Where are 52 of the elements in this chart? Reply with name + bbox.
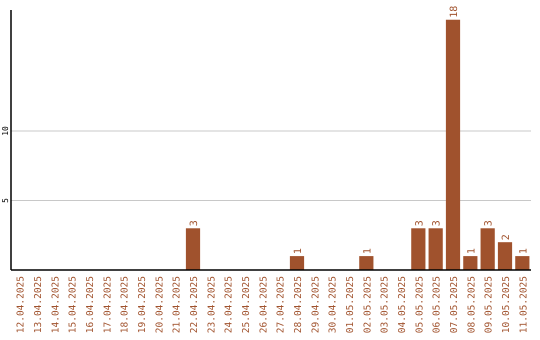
x-tick-label: 21.04.2025 [172,276,183,334]
x-tick-label: 18.04.2025 [120,276,131,334]
x-tick-label: 10.05.2025 [501,276,512,334]
x-tick-label: 02.05.2025 [362,276,374,334]
x-tick-label: 20.04.2025 [154,276,166,334]
bar [463,256,478,270]
x-tick-label: 14.04.2025 [50,276,62,334]
bar [186,228,200,270]
x-tick-label: 05.05.2025 [414,276,426,334]
data-label: 3 [414,220,426,226]
x-tick-label: 07.05.2025 [449,276,460,334]
data-label: 1 [466,248,478,254]
x-tick-label: 16.04.2025 [85,276,96,334]
data-label: 1 [518,248,530,254]
x-tick-label: 04.05.2025 [397,276,408,334]
data-label: 3 [189,220,200,226]
bar [515,256,530,270]
x-tick-label: 25.04.2025 [241,276,252,334]
x-tick-label: 23.04.2025 [206,276,218,334]
bar [428,228,443,270]
bar [411,228,426,270]
bar [480,228,495,270]
bar [498,242,512,270]
x-tick-label: 27.04.2025 [276,276,287,334]
x-tick-label: 06.05.2025 [432,276,443,334]
bar [359,256,374,270]
x-tick-label: 13.04.2025 [33,276,44,334]
y-tick-label: 5 [1,198,10,203]
x-tick-label: 11.05.2025 [518,276,530,334]
x-tick-label: 03.05.2025 [380,276,391,334]
bar [290,256,304,270]
x-tick-label: 09.05.2025 [484,276,495,334]
data-label: 3 [484,220,495,226]
data-label: 3 [432,220,443,226]
x-tick-label: 17.04.2025 [102,276,114,334]
x-tick-label: 30.04.2025 [328,276,339,334]
x-tick-label: 28.04.2025 [293,276,304,334]
x-tick-label: 22.04.2025 [189,276,200,334]
x-tick-label: 01.05.2025 [345,276,356,334]
x-tick-label: 08.05.2025 [466,276,478,334]
data-label: 2 [501,234,512,240]
data-label: 1 [293,248,304,254]
x-tick-label: 15.04.2025 [68,276,79,334]
y-tick-label: 10 [1,126,10,136]
x-tick-label: 19.04.2025 [137,276,148,334]
x-tick-label: 12.04.2025 [16,276,27,334]
data-label: 1 [362,248,374,254]
x-tick-label: 29.04.2025 [310,276,322,334]
bar [446,20,460,270]
data-label: 18 [449,6,460,18]
x-tick-label: 26.04.2025 [258,276,270,334]
x-tick-label: 24.04.2025 [224,276,235,334]
